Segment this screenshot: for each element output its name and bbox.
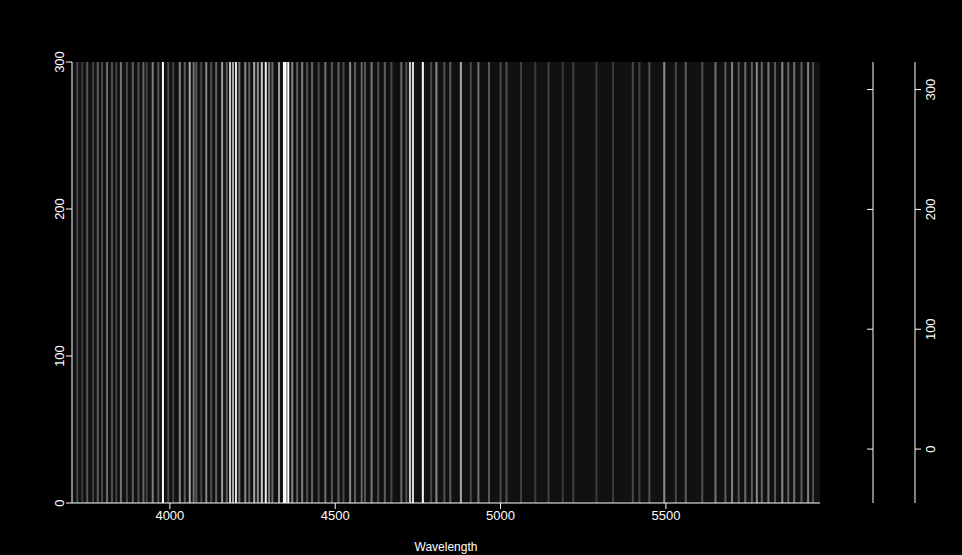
svg-text:200: 200 bbox=[923, 199, 938, 221]
svg-text:300: 300 bbox=[923, 79, 938, 101]
svg-text:200: 200 bbox=[52, 198, 67, 220]
svg-text:0: 0 bbox=[52, 499, 67, 506]
svg-text:5500: 5500 bbox=[651, 508, 680, 523]
svg-text:100: 100 bbox=[52, 345, 67, 367]
svg-text:Wavelength: Wavelength bbox=[415, 540, 478, 554]
svg-text:100: 100 bbox=[923, 318, 938, 340]
svg-text:300: 300 bbox=[52, 51, 67, 73]
svg-text:5000: 5000 bbox=[486, 508, 515, 523]
svg-text:4500: 4500 bbox=[321, 508, 350, 523]
svg-text:0: 0 bbox=[923, 445, 938, 452]
svg-text:4000: 4000 bbox=[155, 508, 184, 523]
